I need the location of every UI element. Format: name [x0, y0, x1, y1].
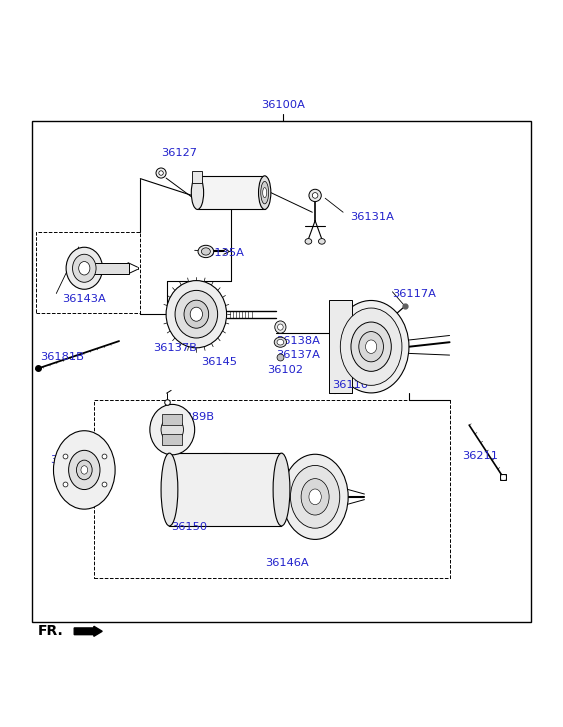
Text: 36143A: 36143A	[62, 294, 106, 304]
Text: 36117A: 36117A	[392, 289, 436, 299]
Bar	[192, 172, 202, 182]
Ellipse shape	[278, 324, 283, 330]
Ellipse shape	[81, 466, 88, 474]
Bar	[84, 262, 129, 274]
Text: 55889B: 55889B	[170, 412, 214, 422]
Ellipse shape	[274, 337, 287, 348]
Bar	[329, 300, 351, 393]
Bar	[32, 121, 531, 622]
Ellipse shape	[291, 465, 339, 529]
Text: 36110: 36110	[332, 379, 368, 390]
Text: 36138A: 36138A	[276, 336, 320, 345]
Ellipse shape	[69, 450, 100, 489]
Ellipse shape	[340, 308, 402, 385]
Ellipse shape	[359, 332, 383, 362]
Text: 36131A: 36131A	[350, 212, 394, 222]
Ellipse shape	[275, 321, 286, 333]
Ellipse shape	[79, 262, 90, 275]
Text: 36145: 36145	[201, 358, 237, 367]
Ellipse shape	[301, 478, 329, 515]
Ellipse shape	[190, 308, 203, 321]
Text: 36211: 36211	[462, 451, 498, 461]
Ellipse shape	[184, 300, 209, 328]
Ellipse shape	[282, 454, 348, 539]
Ellipse shape	[66, 247, 102, 289]
Ellipse shape	[150, 404, 195, 455]
Bar	[169, 453, 282, 526]
Text: 36150: 36150	[171, 522, 207, 532]
Bar	[36, 232, 140, 313]
Ellipse shape	[258, 176, 271, 209]
Ellipse shape	[351, 322, 391, 371]
Bar	[162, 434, 182, 446]
FancyArrow shape	[74, 626, 102, 636]
Ellipse shape	[161, 417, 184, 443]
Ellipse shape	[198, 245, 214, 257]
Ellipse shape	[273, 453, 290, 526]
Ellipse shape	[161, 453, 178, 526]
Text: FR.: FR.	[38, 624, 64, 638]
Ellipse shape	[73, 254, 96, 282]
Ellipse shape	[309, 489, 321, 505]
Ellipse shape	[309, 189, 321, 201]
Ellipse shape	[263, 188, 267, 198]
Ellipse shape	[77, 460, 92, 480]
Text: 36170: 36170	[51, 455, 87, 465]
Ellipse shape	[191, 176, 204, 209]
Text: 36127: 36127	[162, 148, 198, 158]
Ellipse shape	[175, 290, 218, 338]
Text: 36102: 36102	[267, 365, 303, 374]
Ellipse shape	[305, 238, 312, 244]
Ellipse shape	[159, 171, 163, 175]
Text: 36181B: 36181B	[41, 352, 84, 362]
Ellipse shape	[156, 168, 166, 178]
Ellipse shape	[277, 340, 284, 345]
Text: 36137A: 36137A	[276, 350, 320, 360]
Text: 36100A: 36100A	[261, 100, 305, 110]
Ellipse shape	[319, 238, 325, 244]
Bar	[162, 414, 182, 425]
Text: 36137B: 36137B	[153, 343, 197, 353]
Ellipse shape	[333, 300, 409, 393]
Bar	[198, 176, 265, 209]
Ellipse shape	[166, 281, 226, 348]
Bar	[94, 400, 450, 577]
Ellipse shape	[365, 340, 377, 353]
Text: 36135A: 36135A	[200, 248, 244, 258]
Ellipse shape	[202, 248, 211, 255]
Ellipse shape	[53, 430, 115, 509]
Ellipse shape	[261, 182, 269, 204]
Ellipse shape	[312, 193, 318, 198]
Text: 36146A: 36146A	[265, 558, 309, 569]
